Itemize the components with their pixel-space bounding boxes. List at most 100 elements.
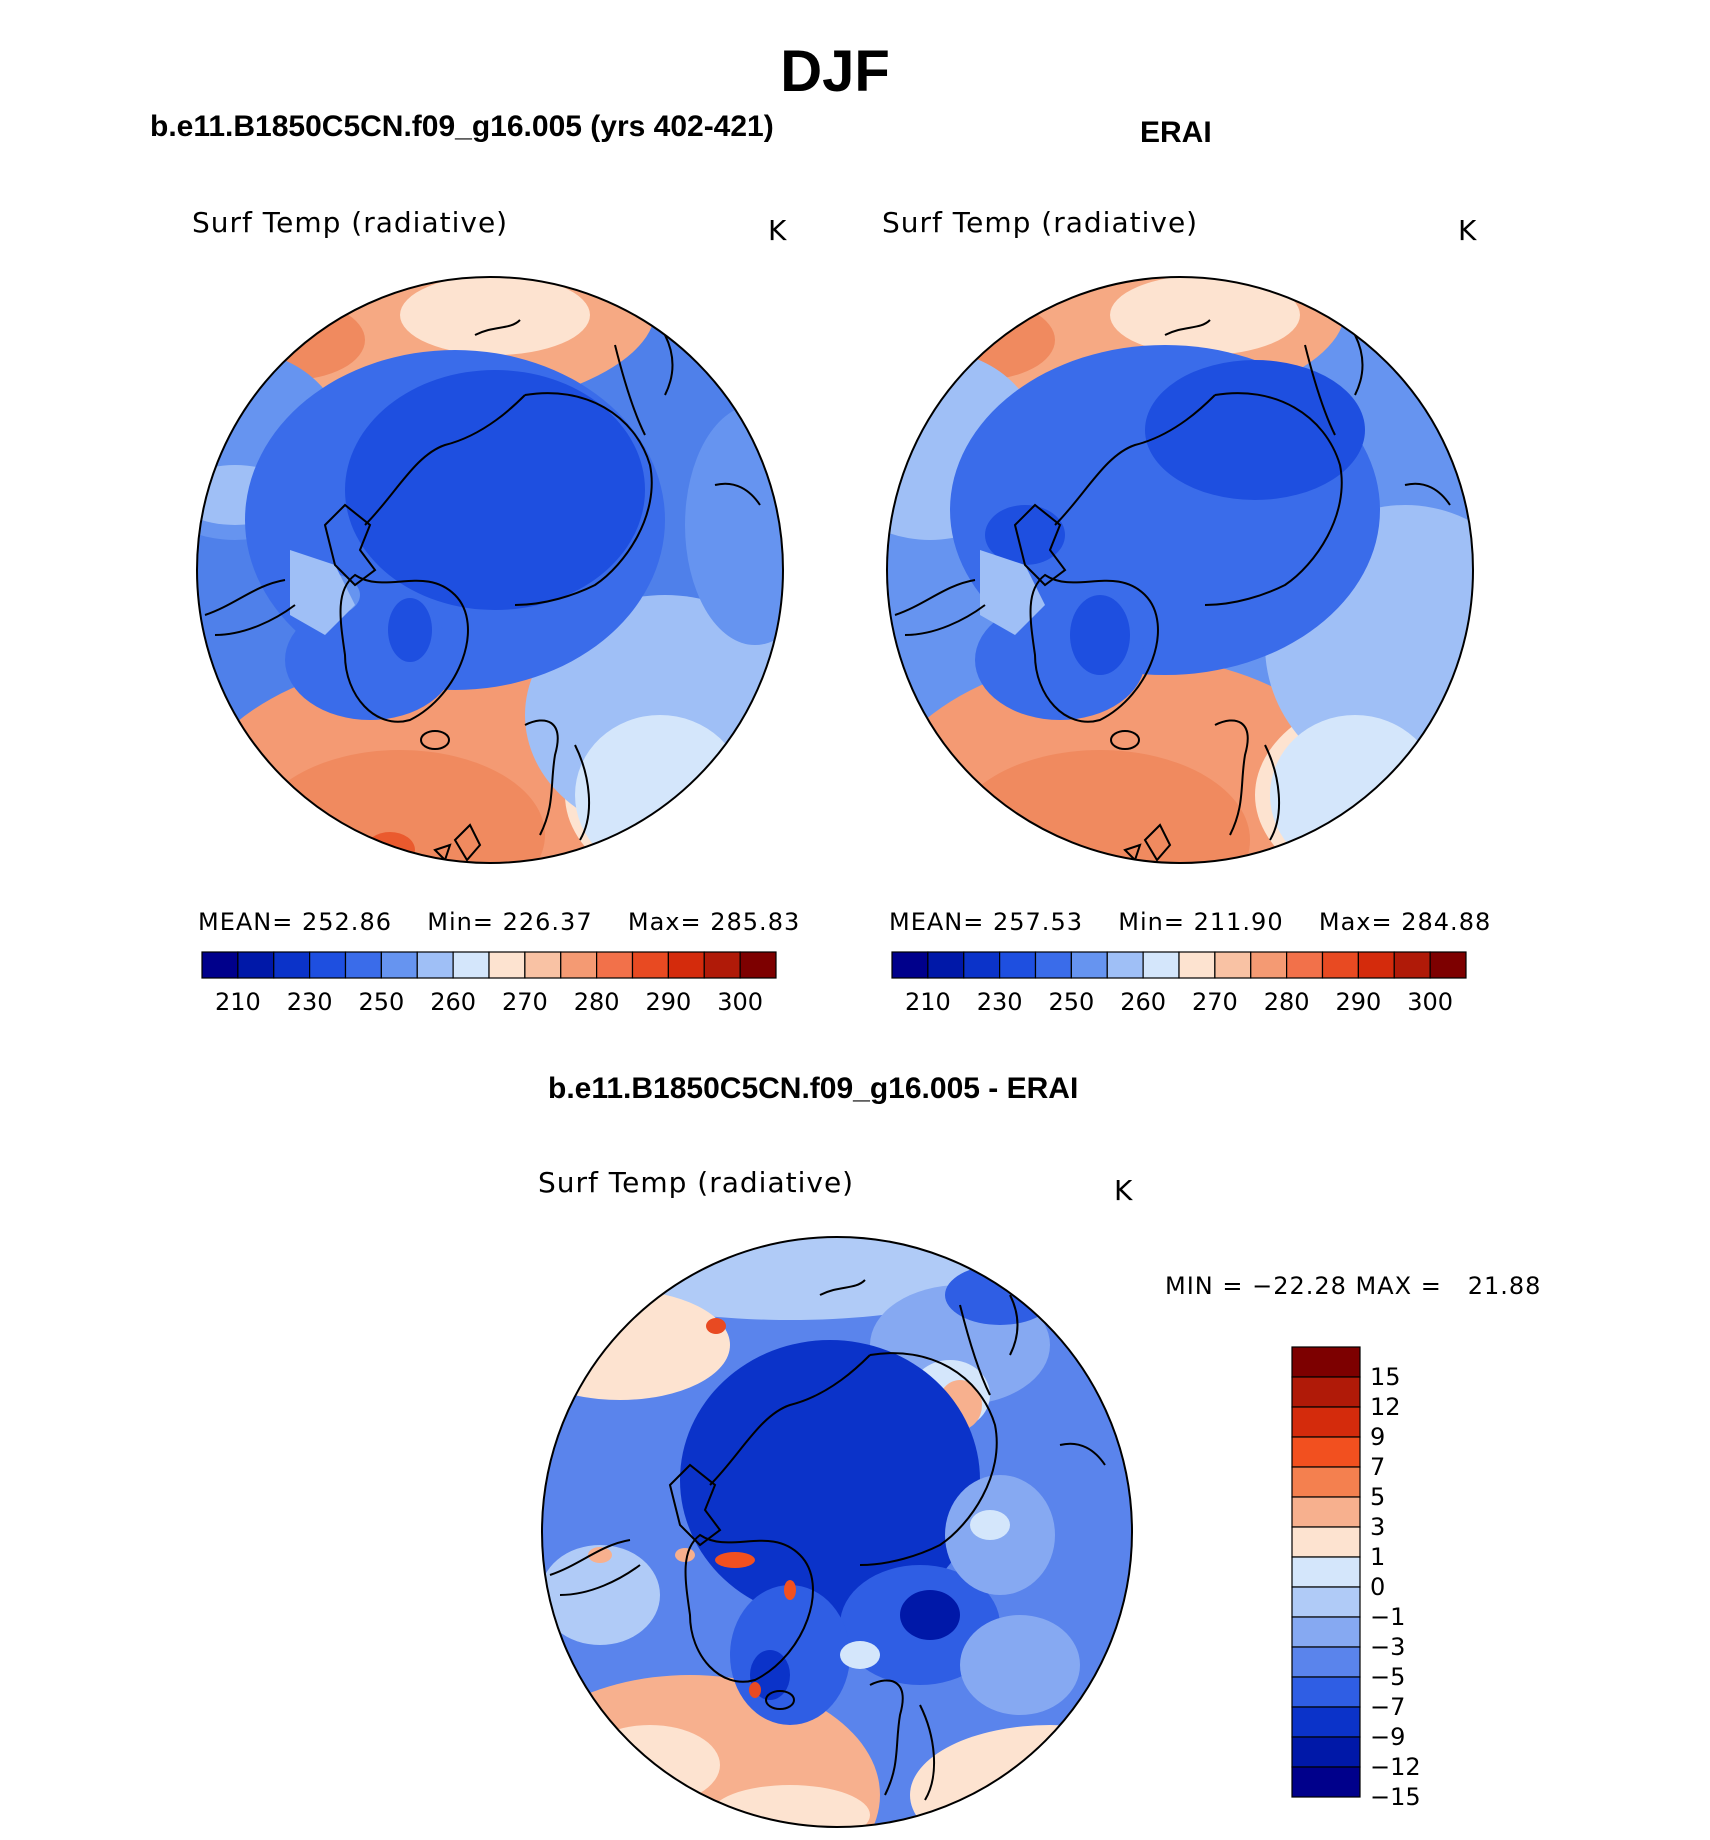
colorbar-tick-label: 5 (1370, 1483, 1385, 1511)
colorbar-segment (1291, 1646, 1361, 1678)
colorbar-segment (1429, 951, 1467, 979)
colorbar-tick-label: 3 (1370, 1513, 1385, 1541)
colorbar-tick-label: 12 (1370, 1393, 1401, 1421)
colorbar-tick-label: 230 (977, 988, 1023, 1016)
colorbar-segment (703, 951, 741, 979)
panel-2-stats: MEAN= 257.53 Min= 211.90 Max= 284.88 (889, 908, 1491, 936)
colorbar-tick-label: 270 (1192, 988, 1238, 1016)
colorbar-segment (1291, 1766, 1361, 1798)
colorbar-segment (560, 951, 598, 979)
min-value: 226.37 (502, 908, 593, 936)
colorbar-segment (1178, 951, 1216, 979)
colorbar-segment (999, 951, 1037, 979)
colorbar-tick-label: 15 (1370, 1363, 1401, 1391)
colorbar-segment (1291, 1706, 1361, 1738)
colorbar-tick-label: 260 (1120, 988, 1166, 1016)
colorbar-segment (963, 951, 1001, 979)
colorbar-segment (1291, 1406, 1361, 1438)
colorbar-tick-label: 290 (645, 988, 691, 1016)
colorbar-tick-label: −15 (1370, 1783, 1421, 1811)
colorbar-segment (1291, 1346, 1361, 1378)
min-value: 211.90 (1193, 908, 1284, 936)
colorbar-tick-label: 290 (1335, 988, 1381, 1016)
max-value: 285.83 (710, 908, 801, 936)
colorbar-tick-label: 7 (1370, 1453, 1385, 1481)
panel-2-map (886, 276, 1474, 864)
panel-3-title: b.e11.B1850C5CN.f09_g16.005 - ERAI (548, 1072, 1079, 1105)
colorbar-tick-label: 280 (574, 988, 620, 1016)
colorbar-segment (1106, 951, 1144, 979)
colorbar-tick-label: 250 (358, 988, 404, 1016)
panel-2-variable: Surf Temp (radiative) (882, 206, 1199, 239)
colorbar-segment (927, 951, 965, 979)
mean-value: 257.53 (993, 908, 1083, 936)
panel-3-variable: Surf Temp (radiative) (538, 1166, 855, 1199)
colorbar-segment (631, 951, 669, 979)
colorbar-tick-label: 230 (287, 988, 333, 1016)
mean-label: MEAN= (198, 908, 294, 936)
colorbar-segment (596, 951, 634, 979)
colorbar-tick-label: −7 (1370, 1693, 1405, 1721)
colorbar-segment (237, 951, 275, 979)
panel-1-stats: MEAN= 252.86 Min= 226.37 Max= 285.83 (198, 908, 800, 936)
panel-3-units: K (1114, 1174, 1134, 1207)
max-label: Max= (1318, 908, 1393, 936)
colorbar-segment (201, 951, 239, 979)
max-label: Max= (627, 908, 702, 936)
panel-1-colorbar: 210 230 250 260 270 280 290 300 (201, 951, 777, 1016)
colorbar-segment (488, 951, 526, 979)
colorbar-tick-label: −12 (1370, 1753, 1421, 1781)
panel-1-units: K (768, 214, 788, 247)
panel-1-variable: Surf Temp (radiative) (192, 206, 509, 239)
colorbar-segment (380, 951, 418, 979)
colorbar-segment (1393, 951, 1431, 979)
min-label: Min= (427, 908, 494, 936)
mean-value: 252.86 (302, 908, 392, 936)
colorbar-tick-label: 270 (502, 988, 548, 1016)
panel-3-map (541, 1236, 1133, 1828)
colorbar-segment (667, 951, 705, 979)
colorbar-segment (1142, 951, 1180, 979)
colorbar-tick-label: 300 (1407, 988, 1453, 1016)
colorbar-segment (1291, 1526, 1361, 1558)
colorbar-segment (891, 951, 929, 979)
panel-1-map (196, 276, 784, 864)
colorbar-segment (1034, 951, 1072, 979)
colorbar-segment (1291, 1556, 1361, 1588)
colorbar-segment (1291, 1466, 1361, 1498)
colorbar-segment (1214, 951, 1252, 979)
colorbar-segment (1286, 951, 1324, 979)
colorbar-segment (416, 951, 454, 979)
colorbar-segment (1291, 1736, 1361, 1768)
colorbar-tick-label: −3 (1370, 1633, 1405, 1661)
colorbar-segment (1291, 1376, 1361, 1408)
panel-1-title: b.e11.B1850C5CN.f09_g16.005 (yrs 402-421… (150, 110, 774, 143)
panel-3-minmax: MIN = −22.28 MAX = 21.88 (1165, 1272, 1542, 1300)
max-value: 284.88 (1401, 908, 1492, 936)
colorbar-tick-label: 210 (215, 988, 261, 1016)
map-boundary (886, 276, 1474, 864)
panel-2-colorbar: 210 230 250 260 270 280 290 300 (891, 951, 1467, 1016)
colorbar-segment (1357, 951, 1395, 979)
colorbar-tick-label: 250 (1048, 988, 1094, 1016)
colorbar-segment (273, 951, 311, 979)
colorbar-tick-label: 1 (1370, 1543, 1385, 1571)
colorbar-segment (1291, 1616, 1361, 1648)
min-label: Min= (1118, 908, 1185, 936)
colorbar-tick-label: −5 (1370, 1663, 1405, 1691)
colorbar-segment (524, 951, 562, 979)
colorbar-tick-label: −1 (1370, 1603, 1405, 1631)
colorbar-tick-label: 210 (905, 988, 951, 1016)
colorbar-segment (452, 951, 490, 979)
colorbar-segment (1070, 951, 1108, 979)
colorbar-tick-label: 260 (430, 988, 476, 1016)
colorbar-segment (739, 951, 777, 979)
colorbar-segment (309, 951, 347, 979)
map-boundary (196, 276, 784, 864)
colorbar-segment (1250, 951, 1288, 979)
colorbar-segment (1291, 1586, 1361, 1618)
colorbar-tick-label: −9 (1370, 1723, 1405, 1751)
mean-label: MEAN= (889, 908, 985, 936)
colorbar-segment (1321, 951, 1359, 979)
